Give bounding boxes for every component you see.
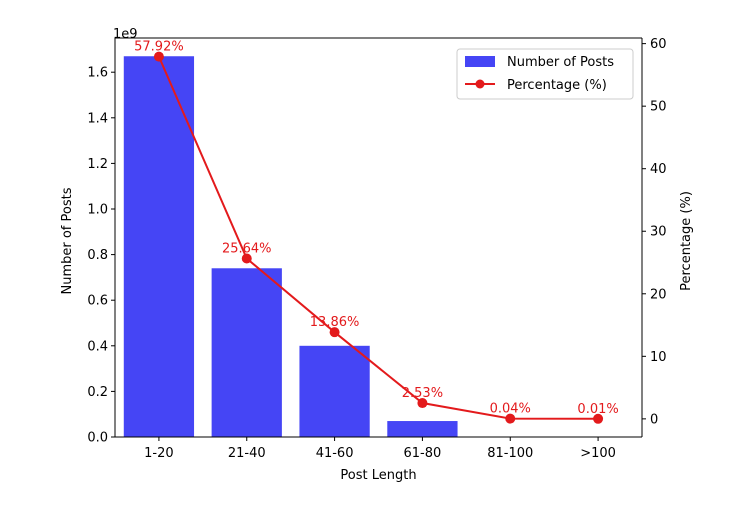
percentage-label-21-40: 25.64%	[222, 242, 272, 257]
y-tick-label: 0.0	[87, 431, 108, 446]
y2-tick-label: 10	[650, 350, 667, 365]
bar-61-80	[387, 421, 458, 437]
percentage-point-81-100	[505, 413, 516, 424]
bar-41-60	[299, 345, 370, 437]
percentage-point->100	[593, 413, 604, 424]
y-tick-label: 1.2	[87, 157, 108, 172]
axes-layer: 0.0 0.2 0.4 0.6 0.8 1.0 1.2 1.4 1.6 0 10 20 30 40 50 60…	[87, 37, 666, 461]
x-tick-label: 61-80	[404, 446, 442, 461]
y-tick-label: 0.8	[87, 248, 108, 263]
percentage-label-1-20: 57.92%	[134, 40, 184, 55]
percentage-point-41-60	[329, 327, 340, 338]
legend-line-label: Percentage (%)	[507, 78, 607, 93]
x-tick-label: 41-60	[316, 446, 354, 461]
y2-tick-label: 60	[650, 37, 667, 52]
bar-1-20	[123, 56, 195, 438]
percentage-line	[157, 56, 599, 420]
x-axis-title: Post Length	[340, 468, 416, 483]
y-tick-label: 1.4	[87, 111, 108, 126]
percentage-label-61-80: 2.53%	[402, 386, 443, 401]
y-tick-label: 1.0	[87, 203, 108, 218]
percentage-label-41-60: 13.86%	[310, 315, 360, 330]
x-tick-label: 21-40	[228, 446, 266, 461]
legend: Number of Posts Percentage (%)	[456, 48, 634, 100]
y-tick-label: 0.6	[87, 294, 108, 309]
bar-21-40	[211, 268, 282, 437]
legend-bar-swatch	[465, 56, 495, 67]
x-tick-label: 1-20	[144, 446, 174, 461]
percentage-label-81-100: 0.04%	[490, 402, 531, 417]
percentage-line-layer	[153, 51, 604, 424]
y-axis-title: Number of Posts	[60, 187, 75, 294]
data-labels-layer: 57.92% 25.64% 13.86% 2.53% 0.04% 0.01%	[134, 40, 619, 417]
bars-layer	[123, 56, 634, 438]
percentage-point-1-20	[153, 51, 164, 62]
legend-frame	[456, 48, 634, 100]
y2-tick-label: 40	[650, 162, 667, 177]
y2-tick-label: 20	[650, 287, 667, 302]
percentage-point-21-40	[241, 253, 252, 264]
legend-bar-label: Number of Posts	[507, 55, 614, 70]
y-offset-text: 1e9	[113, 27, 138, 42]
y2-tick-label: 0	[650, 412, 658, 427]
percentage-label->100: 0.01%	[577, 402, 618, 417]
legend-line-marker	[475, 79, 485, 89]
y2-tick-label: 30	[650, 225, 667, 240]
y2-axis-title: Percentage (%)	[679, 191, 694, 291]
y2-tick-label: 50	[650, 100, 667, 115]
x-tick-label: >100	[580, 446, 616, 461]
y-tick-label: 0.2	[87, 385, 108, 400]
y-tick-label: 0.4	[87, 339, 108, 354]
x-tick-label: 81-100	[487, 446, 533, 461]
percentage-point-61-80	[417, 398, 428, 409]
y-tick-label: 1.6	[87, 66, 108, 81]
